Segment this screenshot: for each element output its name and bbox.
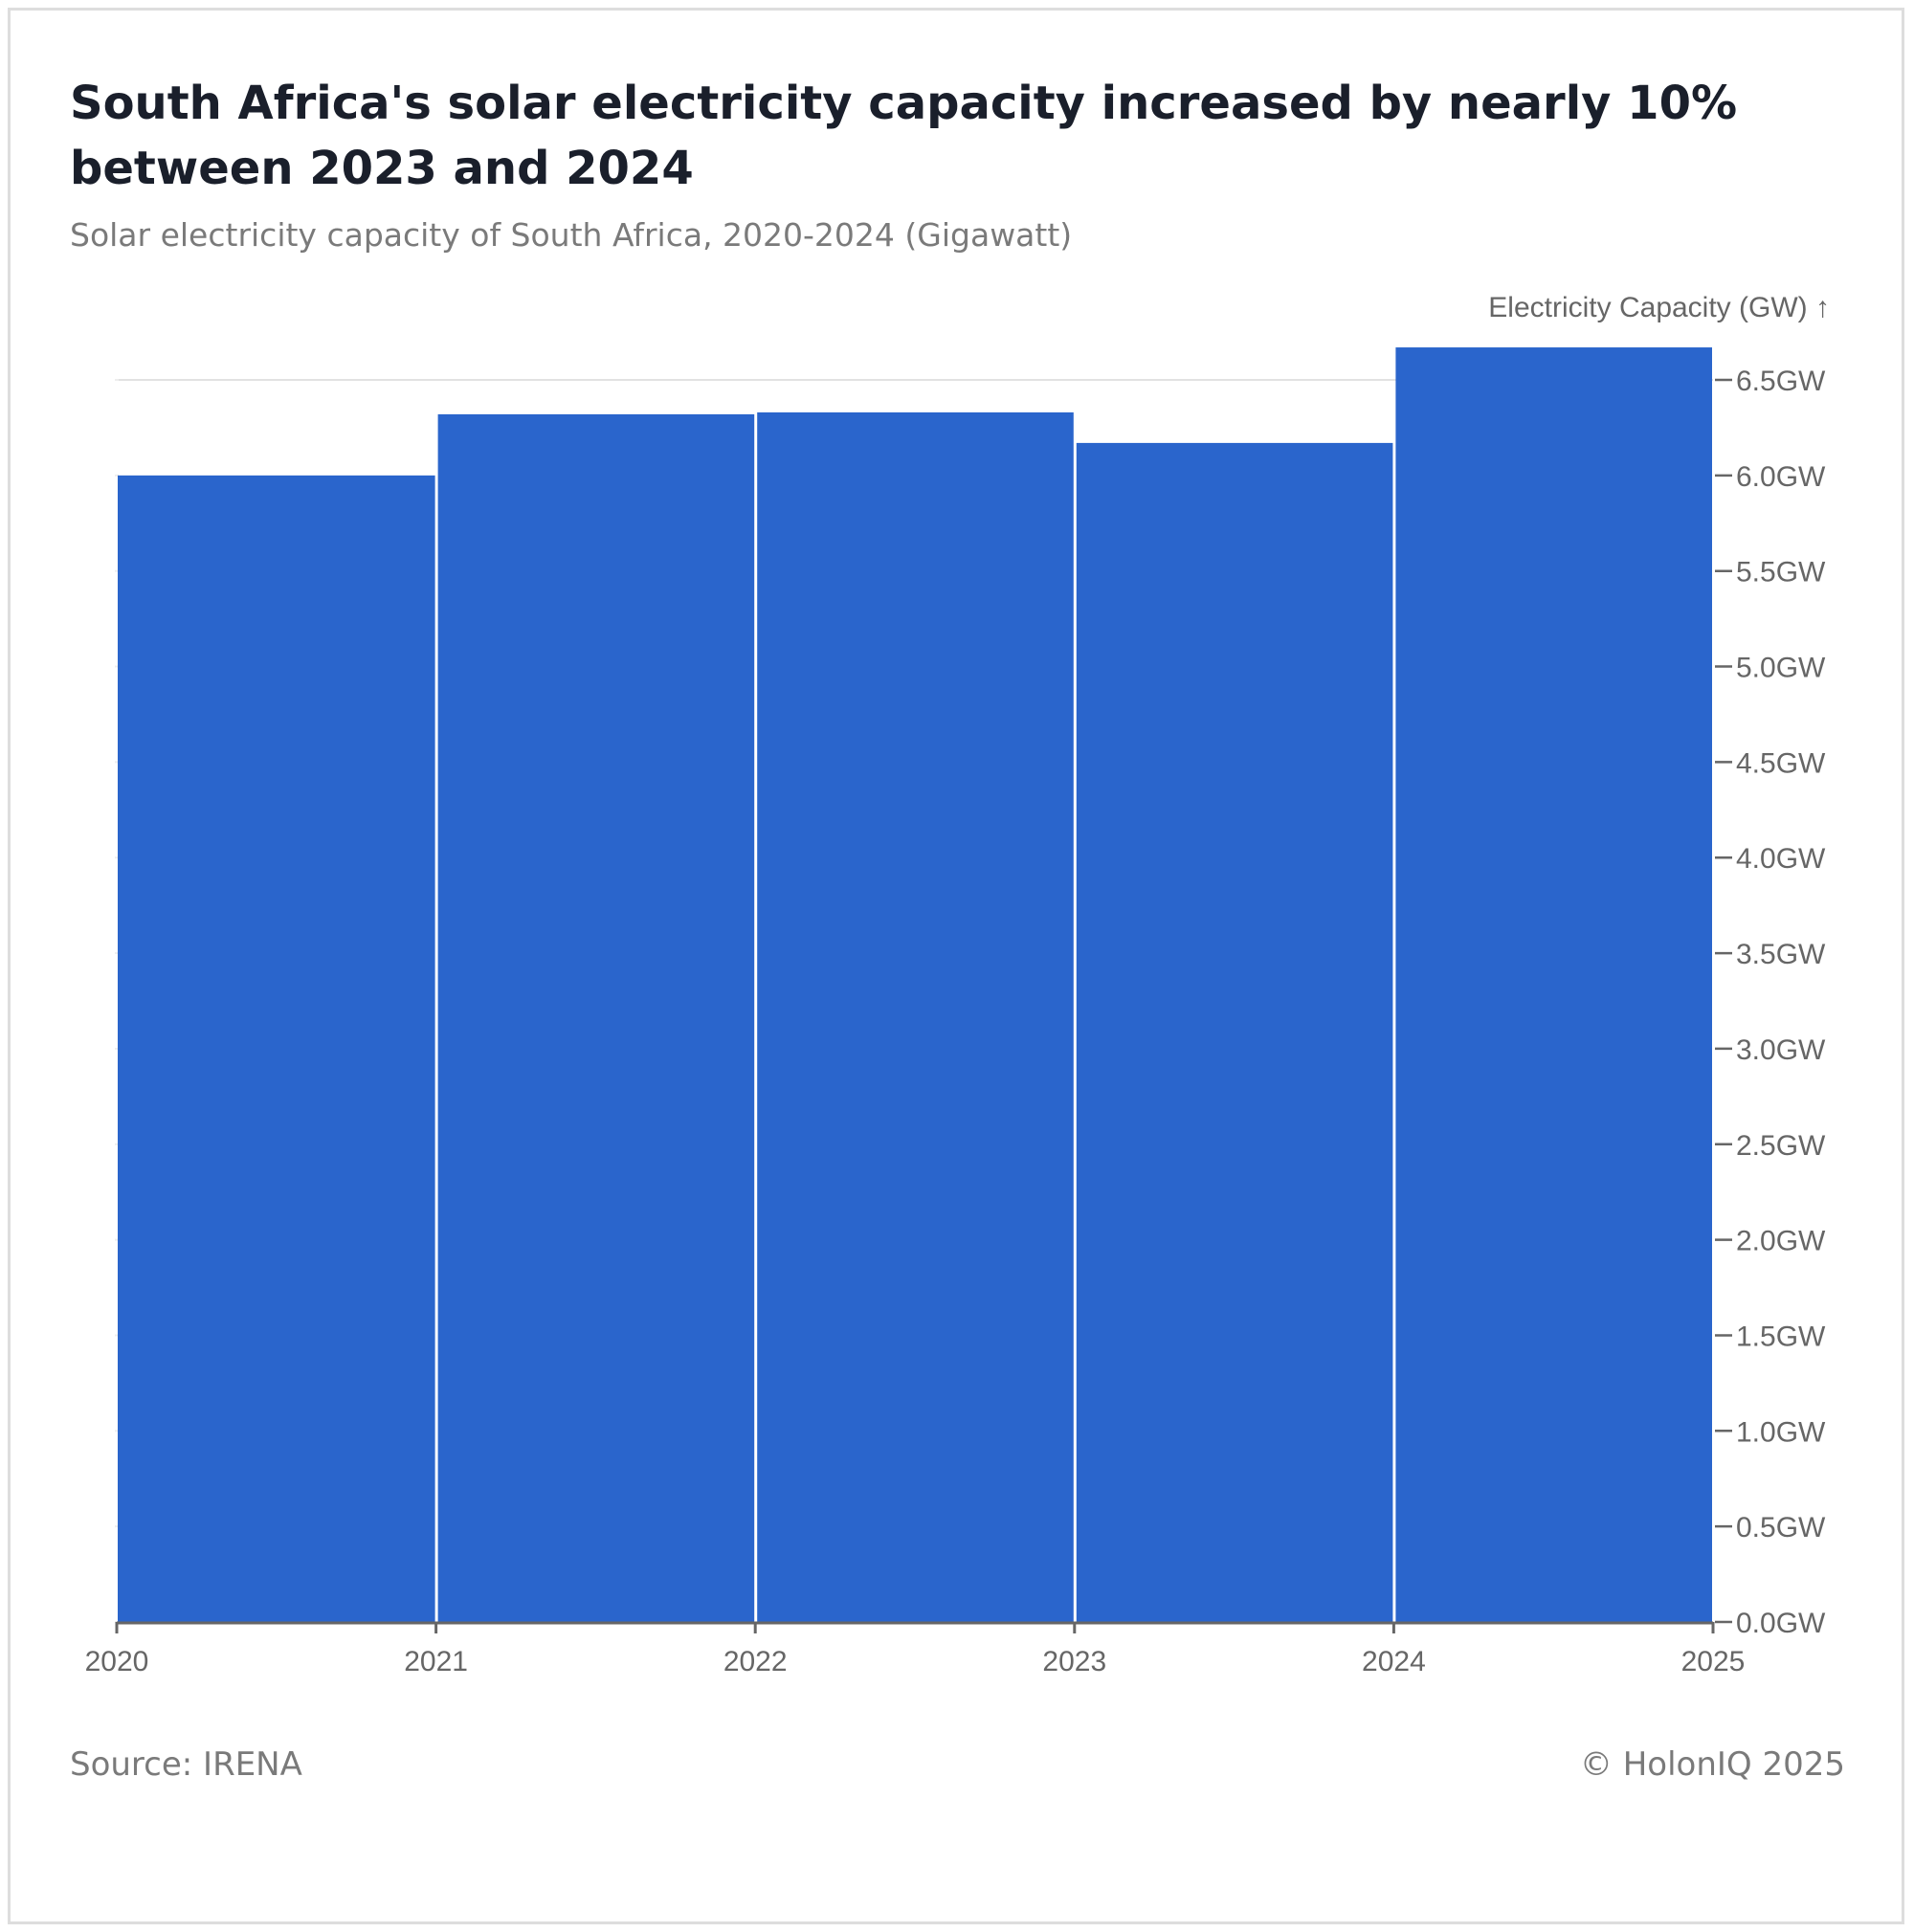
y-axis-title: Electricity Capacity (GW) ↑: [1488, 292, 1830, 323]
bar-2023: [1076, 442, 1393, 1623]
y-tick-label: 6.0GW: [1736, 461, 1826, 493]
y-tick-label: 4.5GW: [1736, 747, 1826, 779]
x-tick-label: 2021: [404, 1646, 468, 1677]
y-tick-label: 3.0GW: [1736, 1034, 1826, 1066]
chart-title: South Africa's solar electricity capacit…: [70, 77, 1738, 195]
y-tick-label: 6.5GW: [1736, 366, 1826, 397]
x-tick-label: 2020: [85, 1646, 149, 1677]
y-tick-label: 2.0GW: [1736, 1226, 1826, 1257]
bar-2022: [757, 411, 1074, 1622]
bar-2024: [1395, 347, 1712, 1623]
y-tick-label: 1.5GW: [1736, 1321, 1826, 1352]
y-tick-label: 3.5GW: [1736, 939, 1826, 970]
y-tick-label: 5.0GW: [1736, 653, 1826, 684]
x-tick-label: 2022: [723, 1646, 788, 1677]
y-tick-label: 0.0GW: [1736, 1608, 1826, 1639]
source-note: Source: IRENA: [70, 1745, 302, 1784]
copyright-note: © HolonIQ 2025: [1579, 1745, 1845, 1784]
bars: [118, 347, 1712, 1623]
axes: 2020 2021 2022 2023 2024 2025 0.0GW 0.5GW 1.0GW 1…: [85, 366, 1826, 1677]
chart-subtitle: Solar electricity capacity of South Afri…: [70, 216, 1073, 254]
x-tick-label: 2023: [1042, 1646, 1106, 1677]
bar-2021: [437, 413, 755, 1623]
x-tick-label: 2025: [1681, 1646, 1746, 1677]
y-tick-label: 2.5GW: [1736, 1130, 1826, 1162]
y-tick-label: 1.0GW: [1736, 1416, 1826, 1448]
y-tick-label: 0.5GW: [1736, 1512, 1826, 1543]
y-tick-label: 4.0GW: [1736, 843, 1826, 875]
y-tick-label: 5.5GW: [1736, 557, 1826, 588]
bar-2020: [118, 475, 435, 1622]
x-tick-label: 2024: [1362, 1646, 1426, 1677]
